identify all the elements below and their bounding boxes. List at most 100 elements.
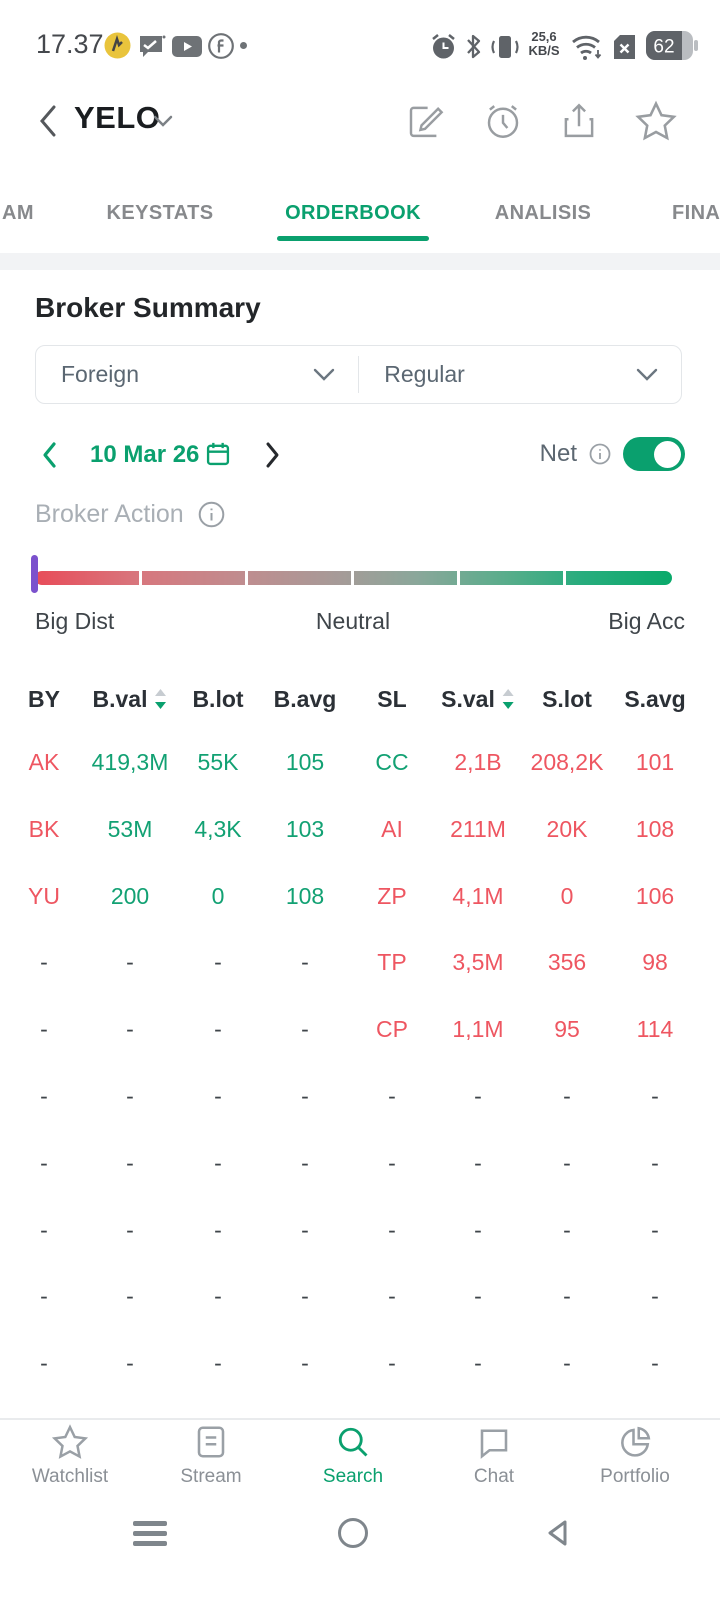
alarm-clock-icon[interactable] xyxy=(482,100,524,142)
favorite-star-icon[interactable] xyxy=(634,100,678,142)
tab-keystats[interactable]: KEYSTATS xyxy=(106,202,214,224)
table-row[interactable]: - - - - CP 1,1M 95 114 xyxy=(0,1016,720,1046)
scale-gap xyxy=(245,571,248,585)
table-cell: BK xyxy=(28,815,60,842)
scale-label-neutral: Neutral xyxy=(315,608,391,634)
table-cell: 108 xyxy=(285,882,325,909)
col-header-bval[interactable]: B.val xyxy=(93,684,168,714)
table-cell: - xyxy=(301,1016,309,1043)
table-cell: - xyxy=(40,1283,48,1310)
net-toggle[interactable] xyxy=(623,437,685,471)
broker-summary-title: Broker Summary xyxy=(35,292,261,323)
table-cell: - xyxy=(474,1083,482,1109)
table-row[interactable]: BK 53M 4,3K 103 AI 211M 20K 108 xyxy=(0,816,720,846)
board-filter-value: Regular xyxy=(384,361,465,387)
table-cell: - xyxy=(301,1083,309,1109)
broker-action-info-icon[interactable] xyxy=(198,501,225,528)
nav-label: Chat xyxy=(473,1466,515,1487)
table-cell: - xyxy=(563,1350,571,1377)
table-cell: CP xyxy=(376,1016,408,1043)
market-filter-dropdown[interactable]: Foreign xyxy=(36,346,358,403)
table-cell: 4,3K xyxy=(194,815,242,842)
board-filter-dropdown[interactable]: Regular xyxy=(359,346,681,403)
table-cell: 200 xyxy=(110,882,150,909)
android-home-button[interactable] xyxy=(338,1518,368,1548)
table-cell: - xyxy=(214,1350,222,1377)
table-cell: AI xyxy=(381,815,403,842)
nav-item-search[interactable]: Search xyxy=(293,1424,413,1488)
table-row[interactable]: -------- xyxy=(0,1283,720,1313)
table-cell: - xyxy=(40,1083,48,1109)
table-cell: - xyxy=(126,1149,134,1176)
table-row[interactable]: -------- xyxy=(0,1150,720,1180)
col-header-bavg: B.avg xyxy=(273,685,337,712)
edit-icon[interactable] xyxy=(404,100,446,142)
nav-item-stream[interactable]: Stream xyxy=(151,1424,271,1488)
table-row[interactable]: -------- xyxy=(0,1217,720,1247)
table-row[interactable]: -------- xyxy=(0,1083,720,1113)
section-divider-band xyxy=(0,253,720,270)
table-cell: - xyxy=(388,1216,396,1243)
battery-icon: 62 xyxy=(646,31,698,60)
prev-date-button[interactable] xyxy=(40,441,58,469)
share-icon[interactable] xyxy=(558,100,600,142)
svg-text:62: 62 xyxy=(653,37,674,58)
col-header-sval[interactable]: S.val xyxy=(441,684,515,714)
tab-stream-partial[interactable]: AM xyxy=(2,202,34,224)
table-cell: 98 xyxy=(642,949,668,976)
table-cell: 106 xyxy=(635,882,675,909)
next-date-button[interactable] xyxy=(264,441,282,469)
table-cell: - xyxy=(563,1216,571,1243)
broker-action-label: Broker Action xyxy=(35,500,184,528)
table-row[interactable]: AK 419,3M 55K 105 CC 2,1B 208,2K 101 xyxy=(0,749,720,779)
sort-icon xyxy=(154,689,166,709)
broker-action-marker xyxy=(31,555,38,593)
scale-gap xyxy=(457,571,460,585)
table-cell: TP xyxy=(377,949,407,976)
table-cell: - xyxy=(474,1283,482,1310)
scale-label-big-dist: Big Dist xyxy=(35,608,115,634)
table-cell: 211M xyxy=(450,815,506,842)
nav-item-watchlist[interactable]: Watchlist xyxy=(10,1424,130,1488)
calendar-icon[interactable] xyxy=(204,440,232,468)
tab-analisis[interactable]: ANALISIS xyxy=(494,202,592,224)
table-row[interactable]: YU 200 0 108 ZP 4,1M 0 106 xyxy=(0,883,720,913)
table-cell: - xyxy=(651,1149,659,1176)
table-row[interactable]: -------- xyxy=(0,1350,720,1380)
scale-label-big-acc: Big Acc xyxy=(608,608,685,634)
tab-financial-partial[interactable]: FINA xyxy=(672,202,720,224)
col-header-blot: B.lot xyxy=(192,685,244,712)
net-info-icon[interactable] xyxy=(589,443,611,465)
table-cell: - xyxy=(301,949,309,976)
nav-item-chat[interactable]: Chat xyxy=(434,1424,554,1488)
android-back-button[interactable] xyxy=(544,1518,570,1548)
wifi-icon xyxy=(570,33,606,60)
chat-icon xyxy=(480,1429,508,1459)
nav-label: Watchlist xyxy=(31,1466,109,1487)
title-chevron-down-icon[interactable] xyxy=(152,114,174,128)
table-cell: 0 xyxy=(560,882,574,909)
notification-app-icon xyxy=(104,32,131,59)
table-cell: - xyxy=(474,1149,482,1176)
table-cell: 55K xyxy=(197,749,239,775)
table-cell: - xyxy=(474,1350,482,1377)
vibrate-icon xyxy=(490,33,520,61)
table-row[interactable]: - - - - TP 3,5M 356 98 xyxy=(0,949,720,979)
android-menu-button[interactable] xyxy=(133,1521,167,1546)
table-cell: - xyxy=(651,1083,659,1109)
nav-item-portfolio[interactable]: Portfolio xyxy=(575,1424,695,1488)
table-cell: 53M xyxy=(107,815,153,842)
table-cell: - xyxy=(40,1016,48,1043)
table-cell: - xyxy=(651,1350,659,1377)
table-cell: 356 xyxy=(547,949,587,976)
chevron-down-icon xyxy=(313,368,334,381)
table-cell: - xyxy=(474,1216,482,1243)
back-button[interactable] xyxy=(36,103,60,139)
tab-orderbook[interactable]: ORDERBOOK xyxy=(285,202,421,224)
watchlist-star-icon xyxy=(51,1424,89,1459)
table-cell: - xyxy=(388,1083,396,1109)
table-cell: - xyxy=(214,1083,222,1109)
table-cell: - xyxy=(301,1149,309,1176)
table-cell: - xyxy=(563,1283,571,1310)
table-cell: 101 xyxy=(635,749,675,775)
